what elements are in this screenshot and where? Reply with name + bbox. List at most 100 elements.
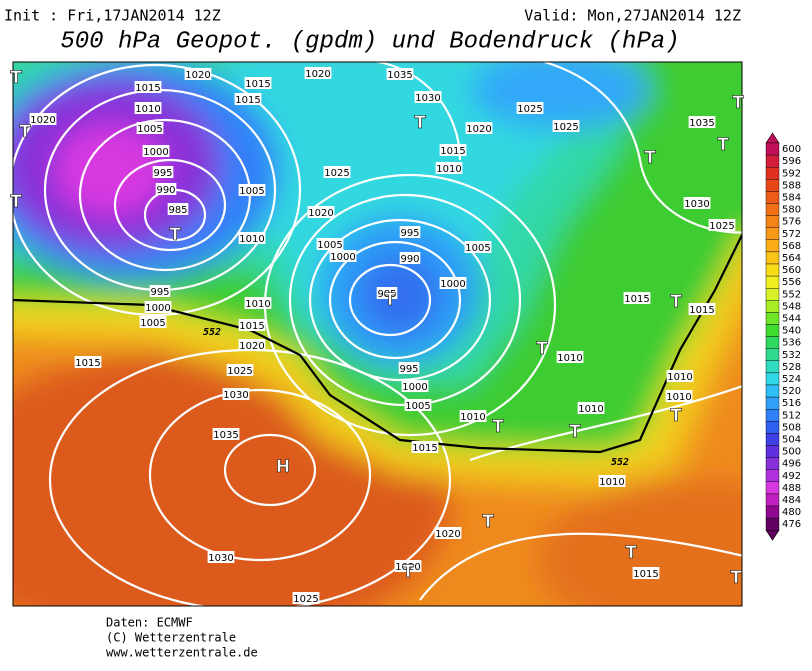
isobar-label: 1005 xyxy=(140,318,165,329)
isobar-label: 1005 xyxy=(239,186,264,197)
isobar-label-bg xyxy=(142,145,170,157)
colorbar-label: 600 xyxy=(782,144,801,155)
map-field xyxy=(13,62,742,606)
map-title: 500 hPa Geopot. (gpdm) und Bodendruck (h… xyxy=(60,28,679,55)
isobar-label: 995 xyxy=(153,168,172,179)
isobar-label: 1025 xyxy=(517,104,542,115)
isobar-label: 1010 xyxy=(667,372,692,383)
contour-label: 552 xyxy=(611,457,629,468)
isobar-label: 990 xyxy=(400,254,419,265)
isobar-label: 1025 xyxy=(324,168,349,179)
colorbar-cell xyxy=(765,457,780,470)
isobar-label: 995 xyxy=(399,364,418,375)
colorbar-cell xyxy=(765,166,780,180)
isobar-label: 1015 xyxy=(689,305,714,316)
isobar-label: 1010 xyxy=(666,392,691,403)
isobar-label-bg xyxy=(552,120,580,132)
isobar-label-bg xyxy=(184,68,212,80)
colorbar-label: 560 xyxy=(782,265,801,276)
colorbar-cell xyxy=(765,360,780,374)
isobar-label: 1015 xyxy=(245,79,270,90)
colorbar-cell xyxy=(765,505,780,519)
isobar-label: 1020 xyxy=(308,208,333,219)
isobar-label-bg xyxy=(136,122,164,134)
isobar-label: 1025 xyxy=(553,122,578,133)
isobar-label-bg xyxy=(376,287,398,299)
colorbar-label: 552 xyxy=(782,289,801,300)
isobar-label: 1010 xyxy=(239,234,264,245)
colorbar-label: 568 xyxy=(782,241,801,252)
colorbar-label: 588 xyxy=(782,180,801,191)
isobar-label: 1035 xyxy=(689,118,714,129)
pressure-center: T xyxy=(732,93,744,113)
isobar-label-bg xyxy=(404,399,432,411)
isobar-label: 1035 xyxy=(213,430,238,441)
colorbar-label: 480 xyxy=(782,507,801,518)
isobar-label-bg xyxy=(516,102,544,114)
isobar-label-bg xyxy=(238,184,266,196)
isobar-label-bg xyxy=(399,252,421,264)
isobar-label: 985 xyxy=(377,289,396,300)
isobar-label-bg xyxy=(414,91,442,103)
isobar-label-bg xyxy=(464,241,492,253)
isobar-label-bg xyxy=(399,226,421,238)
colorbar-cell xyxy=(765,312,780,325)
colorbar-label: 584 xyxy=(782,192,801,203)
colorbar-label: 532 xyxy=(782,350,801,361)
colorbar-cell xyxy=(765,227,780,240)
isobar-label: 995 xyxy=(150,287,169,298)
colorbar-label: 576 xyxy=(782,217,801,228)
isobar-label-bg xyxy=(688,303,716,315)
colorbar-cap xyxy=(765,529,780,541)
colorbar-cap xyxy=(765,132,780,144)
isobar-label: 1020 xyxy=(466,124,491,135)
isobar-label-bg xyxy=(411,441,439,453)
isobar-label: 985 xyxy=(168,205,187,216)
isobar-label: 1010 xyxy=(436,164,461,175)
isobar-label-bg xyxy=(212,428,240,440)
isobar-label-bg xyxy=(74,356,102,368)
isobar-label: 1015 xyxy=(624,294,649,305)
pressure-center: T xyxy=(717,135,729,155)
data-source: Daten: ECMWF xyxy=(106,616,193,630)
colorbar-cell xyxy=(765,154,780,168)
colorbar-label: 536 xyxy=(782,338,801,349)
isobar-label-bg xyxy=(329,250,357,262)
isobar-label: 1020 xyxy=(435,529,460,540)
isobar-label-bg xyxy=(134,81,162,93)
isobar-label: 1010 xyxy=(599,477,624,488)
colorbar-label: 520 xyxy=(782,386,801,397)
isobar-label: 1010 xyxy=(557,353,582,364)
init-time: Init : Fri,17JAN2014 12Z xyxy=(4,7,221,25)
colorbar-label: 488 xyxy=(782,483,801,494)
colorbar-label: 572 xyxy=(782,229,801,240)
isobar-label-bg xyxy=(439,277,467,289)
pressure-center: T xyxy=(414,113,426,133)
colorbar-label: 484 xyxy=(782,495,801,506)
colorbar-cell xyxy=(765,396,780,410)
colorbar-cell xyxy=(765,372,780,386)
colorbar-label: 596 xyxy=(782,156,801,167)
pressure-center: T xyxy=(670,292,682,312)
colorbar-label: 512 xyxy=(782,410,801,421)
colorbar-label: 496 xyxy=(782,459,801,470)
isobar-label: 1020 xyxy=(305,69,330,80)
isobar-label: 995 xyxy=(400,228,419,239)
colorbar-label: 556 xyxy=(782,277,801,288)
isobar-label-bg xyxy=(577,402,605,414)
isobar-label-bg xyxy=(708,219,736,231)
isobar-label: 1000 xyxy=(330,252,355,263)
isobar-label: 1020 xyxy=(30,115,55,126)
isobar-label-bg xyxy=(244,297,272,309)
isobar-label-bg xyxy=(459,410,487,422)
colorbar-cell xyxy=(765,288,780,301)
isobar-label: 1015 xyxy=(239,321,264,332)
isobar-label-bg xyxy=(139,316,167,328)
isobar-label-bg xyxy=(666,370,694,382)
isobar-label-bg xyxy=(144,301,172,313)
colorbar-label: 580 xyxy=(782,205,801,216)
isobar-label-bg xyxy=(434,527,462,539)
isobar-label: 1015 xyxy=(235,95,260,106)
